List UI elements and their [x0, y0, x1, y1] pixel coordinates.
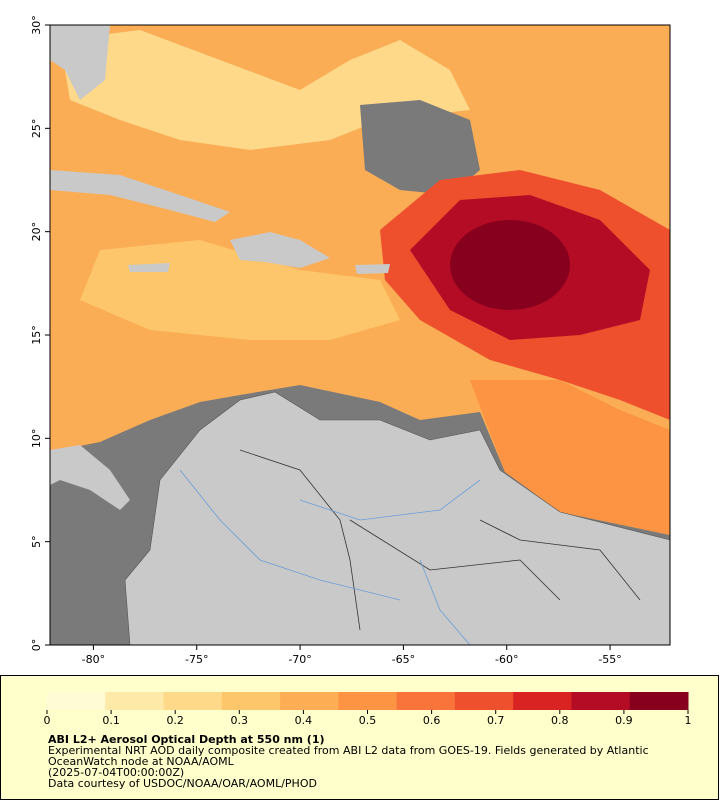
- x-tick-label: -75°: [185, 653, 208, 666]
- colorbar-cell: [221, 692, 281, 710]
- caption-line: Data courtesy of USDOC/NOAA/OAR/AOML/PHO…: [48, 777, 317, 790]
- y-tick-label: 10°: [30, 429, 43, 449]
- colorbar-cell: [338, 692, 398, 710]
- colorbar-tick-label: 0.8: [551, 714, 569, 727]
- colorbar-tick-label: 0.7: [487, 714, 505, 727]
- colorbar-cell: [571, 692, 631, 710]
- colorbar-cell: [47, 692, 106, 710]
- caption-title: ABI L2+ Aerosol Optical Depth at 550 nm …: [48, 733, 325, 746]
- y-tick-label: 20°: [30, 222, 43, 242]
- colorbar-tick-label: 0.4: [295, 714, 313, 727]
- colorbar-cell: [105, 692, 165, 710]
- y-tick-label: 15°: [30, 325, 43, 345]
- colorbar-tick-label: 0.5: [359, 714, 377, 727]
- x-tick-label: -70°: [288, 653, 311, 666]
- x-tick-label: -60°: [495, 653, 518, 666]
- colorbar-cell: [163, 692, 223, 710]
- caption-line: Experimental NRT AOD daily composite cre…: [48, 744, 649, 757]
- x-tick-label: -80°: [82, 653, 105, 666]
- x-tick-label: -65°: [392, 653, 415, 666]
- y-tick-label: 0°: [30, 639, 43, 652]
- colorbar-tick-label: 0: [44, 714, 51, 727]
- colorbar-cell: [629, 692, 689, 710]
- colorbar-cell: [513, 692, 572, 710]
- caption-line: (2025-07-04T00:00:00Z): [48, 766, 184, 779]
- colorbar-tick-label: 0.1: [102, 714, 120, 727]
- colorbar-tick-label: 0.9: [615, 714, 633, 727]
- colorbar-tick-label: 0.6: [423, 714, 441, 727]
- colorbar-cell: [454, 692, 514, 710]
- colorbar-tick-label: 0.2: [166, 714, 184, 727]
- colorbar-cell: [396, 692, 456, 710]
- map-image: [50, 25, 670, 645]
- y-tick-label: 5°: [30, 535, 43, 548]
- x-tick-label: -55°: [598, 653, 621, 666]
- y-tick-label: 30°: [30, 15, 43, 35]
- colorbar-cell: [280, 692, 339, 710]
- y-tick-label: 25°: [30, 119, 43, 139]
- caption-line: OceanWatch node at NOAA/AOML: [48, 755, 235, 768]
- colorbar-tick-label: 0.3: [231, 714, 249, 727]
- colorbar-tick-label: 1: [685, 714, 692, 727]
